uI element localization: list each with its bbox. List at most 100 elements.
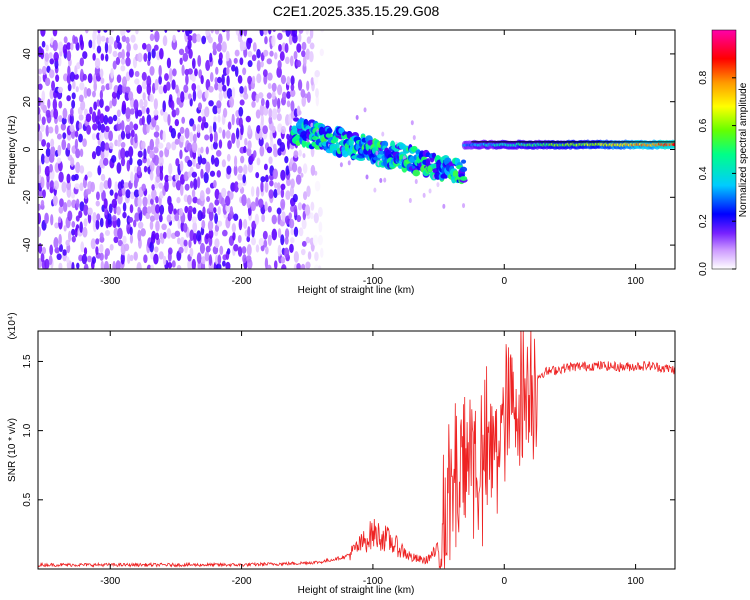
spectrogram-cell [151,184,155,191]
spectrogram-cell [86,171,93,178]
spectrogram-cell [155,196,159,204]
spectrogram-cell [104,125,110,133]
spectrogram-cell [116,35,121,44]
spectrogram-cell [164,174,170,183]
spectrogram-cell [94,65,101,77]
spectrogram-cell [79,34,84,46]
spectrogram-cell [218,52,223,61]
spectrogram-cell [301,50,306,58]
spectrogram-cell [232,231,236,241]
spectrogram-cell [229,191,234,200]
spectrogram-cell [251,100,256,108]
spectrogram-cell [125,107,131,120]
spectrogram-cell [290,237,295,244]
spectrogram-cell [95,246,99,256]
spectrogram-cell [170,100,175,111]
spectrogram-cell [38,258,43,269]
spectrogram-cell [226,153,231,162]
spectrogram-cell [122,235,127,244]
spectrogram-cell [150,198,154,205]
spectrogram-cell [53,108,59,120]
spectrogram-cell [191,216,197,224]
spectrogram-cell [231,64,236,72]
spectrogram-y-tick-label: -20 [22,190,33,205]
spectrogram-cell [256,157,261,166]
spectrogram-cell [267,205,272,213]
spectrogram-cell [137,109,143,117]
spectrogram-cell [292,193,298,203]
spectrogram-cell [143,99,148,108]
spectrogram-cell [66,173,71,184]
spectrogram-cell [135,30,139,35]
spectrogram-cell [153,44,159,51]
spectrogram-x-tick-label: 0 [501,276,507,287]
spectrogram-cell [75,161,81,174]
spectrogram-cell [49,180,55,190]
spectrogram-cell [305,30,310,35]
spectrogram-cell [189,97,193,107]
spectrogram-cell [279,141,286,152]
spectrogram-cell [314,70,320,78]
spectrogram-cell [462,203,466,209]
spectrogram-cell [38,226,42,238]
spectrogram-cell [260,98,265,107]
spectrogram-cell [263,74,268,85]
spectrogram-y-tick-label: 40 [22,48,33,60]
spectrogram-cell [40,153,45,165]
spectrogram-cell [52,195,58,207]
spectrogram-cell [146,107,150,115]
spectrogram-cell [179,149,183,160]
spectrogram-cell [293,226,299,237]
colorbar: 0.0 0.2 0.4 0.6 0.8 Normalized spectral ampl… [698,29,749,276]
spectrogram-cell [125,30,131,33]
spectrogram-cell [267,83,272,90]
spectrogram-cell [268,108,273,118]
spectrogram-cell [174,213,180,222]
snr-panel: -300 -200 -100 0 100 0.5 1.0 1.5 Height of str… [7,312,676,596]
spectrogram-cell [246,147,252,157]
spectrogram-cell [209,125,213,134]
spectrogram-cell [304,93,308,99]
spectrogram-cell [86,88,92,97]
spectrogram-cell [162,100,166,113]
spectrogram-cell [296,43,302,53]
spectrogram-cell [175,84,179,94]
spectrogram-cell [166,57,172,69]
spectrogram-cell [38,163,42,175]
spectrogram-cell [51,80,56,91]
spectrogram-cell [290,100,295,112]
spectrogram-cell [41,40,46,48]
spectrogram-cell [266,264,272,269]
spectrogram-cell [300,263,306,269]
spectrogram-cell [66,42,72,50]
spectrogram-cell [58,57,62,67]
spectrogram-cell [79,165,85,174]
spectrogram-cell [93,30,98,34]
spectrogram-cell [46,142,51,149]
spectrogram-cell [166,228,172,239]
spectrogram-cell [221,41,227,53]
spectrogram-cell [116,109,121,118]
spectrogram-cell [265,246,269,255]
spectrogram-cell [55,74,60,83]
spectrogram-cell [281,211,286,222]
spectrogram-cell [256,48,261,59]
spectrogram-cell [210,154,215,165]
spectrogram-cell [149,138,155,151]
spectrogram-cell [188,48,193,59]
spectrogram-cell [200,146,204,154]
spectrogram-cell [217,254,222,265]
spectrogram-cell [74,138,79,150]
spectrogram-cell [129,254,134,262]
spectrogram-cell [45,109,51,118]
spectrogram-cell [147,145,151,155]
spectrogram-cell [306,80,310,92]
spectrogram-cell [107,213,112,225]
spectrogram-cell [88,39,93,49]
spectrogram-cell [288,34,293,45]
spectrogram-cell [214,254,219,266]
spectrogram-cell [225,30,231,33]
spectrogram-cell [95,219,100,230]
spectrogram-cell [277,228,282,239]
spectrogram-cell [63,36,68,44]
